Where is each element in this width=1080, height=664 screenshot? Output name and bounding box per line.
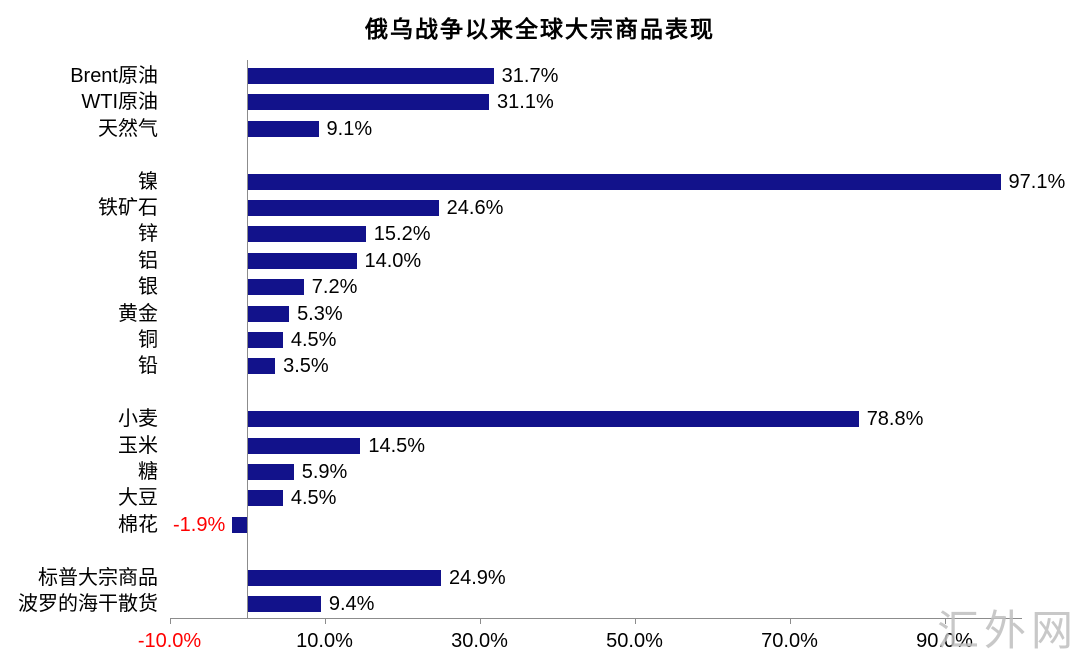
value-label: 14.0% xyxy=(364,249,422,272)
category-label: 银 xyxy=(138,276,158,299)
bar xyxy=(248,437,361,454)
category-label: 铅 xyxy=(138,355,158,378)
bar xyxy=(248,200,439,216)
category-label: 糖 xyxy=(138,461,158,483)
x-axis-tick xyxy=(169,618,171,624)
category-label: 铜 xyxy=(138,329,158,351)
x-axis-tick xyxy=(789,618,791,624)
value-label: 5.9% xyxy=(301,461,348,483)
x-axis-tick-label: 90.0% xyxy=(916,630,973,652)
category-label: 镍 xyxy=(138,170,158,193)
value-label: 3.5% xyxy=(283,355,329,378)
category-label: 天然气 xyxy=(98,117,158,140)
chart-title: 俄乌战争以来全球大宗商品表现 xyxy=(365,16,715,42)
watermark: 汇外网 xyxy=(936,609,1078,655)
bar xyxy=(248,411,859,428)
category-label: 锌 xyxy=(138,223,158,246)
bar xyxy=(248,120,319,137)
bar xyxy=(248,464,294,480)
value-label: 31.7% xyxy=(501,65,559,87)
bar xyxy=(248,226,366,243)
x-axis-tick-label: 50.0% xyxy=(606,630,663,652)
value-label: 97.1% xyxy=(1008,170,1066,193)
category-label: 铁矿石 xyxy=(98,197,158,219)
bar xyxy=(248,358,276,375)
category-label: 小麦 xyxy=(118,408,158,431)
category-label: Brent原油 xyxy=(70,65,158,87)
category-label: 棉花 xyxy=(118,513,158,536)
bar xyxy=(248,490,283,507)
bar xyxy=(248,68,494,84)
bar xyxy=(248,305,290,322)
x-axis-tick-label: 10.0% xyxy=(296,630,353,652)
value-label: 9.4% xyxy=(328,593,375,615)
value-label: 78.8% xyxy=(866,408,924,431)
value-label: 4.5% xyxy=(290,329,337,351)
bar xyxy=(248,332,283,348)
value-label: 9.1% xyxy=(326,117,373,140)
value-label: 14.5% xyxy=(368,434,426,457)
value-label: 24.9% xyxy=(448,566,506,589)
value-label: 31.1% xyxy=(497,91,554,114)
x-axis-tick xyxy=(479,618,481,624)
x-axis-tick xyxy=(324,618,326,624)
value-label: 15.2% xyxy=(373,223,431,246)
x-axis-line xyxy=(169,618,1022,619)
bar xyxy=(248,252,357,269)
y-axis-line xyxy=(247,60,248,618)
x-axis-tick-label: 70.0% xyxy=(761,630,818,652)
category-label: 大豆 xyxy=(118,487,158,510)
bar xyxy=(248,279,304,296)
x-axis-tick xyxy=(634,618,636,624)
category-label: 铝 xyxy=(138,249,158,272)
bar xyxy=(248,569,441,586)
value-label: 5.3% xyxy=(297,302,343,325)
bar xyxy=(248,94,490,111)
category-label: 波罗的海干散货 xyxy=(18,593,158,615)
bar xyxy=(248,596,321,612)
category-label: 玉米 xyxy=(118,434,158,457)
x-axis-tick xyxy=(944,618,946,624)
value-label: 24.6% xyxy=(446,197,504,219)
category-label: 黄金 xyxy=(118,302,158,325)
category-label: WTI原油 xyxy=(81,91,158,114)
bar xyxy=(232,516,247,533)
value-label: 4.5% xyxy=(290,487,337,510)
value-label: 7.2% xyxy=(311,276,358,299)
x-axis-tick-label: -10.0% xyxy=(137,630,202,652)
value-label: -1.9% xyxy=(173,513,226,536)
bar xyxy=(248,173,1001,190)
x-axis-tick-label: 30.0% xyxy=(451,630,508,652)
category-label: 标普大宗商品 xyxy=(38,566,158,589)
